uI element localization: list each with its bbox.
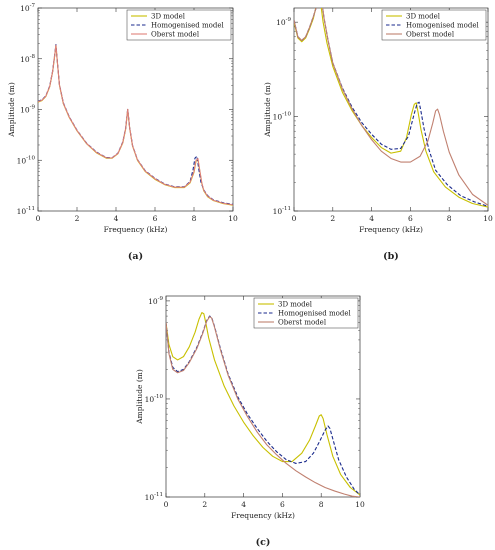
x-tick-label: 2	[75, 214, 80, 223]
x-tick-label: 0	[164, 500, 169, 509]
y-tick-label: 10-10	[273, 112, 292, 122]
y-tick-label: 10-11	[145, 492, 163, 502]
x-tick-label: 10	[228, 214, 238, 223]
series-line-1	[166, 315, 360, 496]
y-tick-label: 10-9	[148, 296, 163, 306]
panel-label: (b)	[383, 251, 399, 262]
x-tick-label: 4	[369, 214, 374, 223]
y-tick-label: 10-11	[273, 206, 291, 216]
x-tick-label: 0	[292, 214, 297, 223]
x-tick-label: 8	[192, 214, 197, 223]
legend-entry: Oberst model	[406, 31, 455, 39]
chart-panel-2: 10-11 10-10 10-9 0 2 4 6 8 10 Frequency (kHz) Ampl…	[135, 295, 365, 548]
x-tick-label: 6	[153, 214, 158, 223]
legend-entry: Oberst model	[151, 31, 200, 39]
series-line-0	[294, 8, 488, 208]
panel-label: (a)	[128, 251, 143, 262]
series-line-0	[166, 312, 360, 496]
legend-entry: Homogenised model	[406, 22, 479, 30]
x-tick-label: 8	[319, 500, 324, 509]
chart-panel-1: 10-11 10-10 10-9 0 2 4 6 8 10 Frequency (kHz) Ampl…	[263, 7, 493, 262]
x-axis-label: Frequency (kHz)	[104, 225, 168, 234]
series-line-2	[38, 44, 233, 206]
y-tick-label: 10-10	[17, 155, 36, 165]
chart-panel-0: 10-11 10-10 10-9 10-8 10-7 0 2 4 6 8 10 Frequency (…	[7, 3, 238, 262]
legend-entry: Oberst model	[278, 319, 327, 327]
y-tick-label: 10-11	[17, 206, 35, 216]
legend-entry: Homogenised model	[278, 310, 351, 318]
x-tick-label: 2	[330, 214, 335, 223]
legend-entry: 3D model	[278, 301, 313, 309]
y-tick-label: 10-9	[20, 105, 35, 115]
x-tick-label: 4	[241, 500, 246, 509]
x-axis-label: Frequency (kHz)	[359, 225, 423, 234]
series-line-2	[166, 316, 360, 497]
legend-entry: Homogenised model	[151, 22, 224, 30]
plot-frame	[165, 295, 361, 498]
y-axis-label: Amplitude (m)	[135, 369, 144, 425]
series-line-2	[294, 8, 488, 206]
x-tick-label: 0	[36, 214, 41, 223]
x-tick-label: 4	[114, 214, 119, 223]
x-axis-label: Frequency (kHz)	[231, 511, 295, 520]
y-tick-label: 10-8	[20, 54, 35, 64]
x-tick-label: 8	[447, 214, 452, 223]
x-tick-label: 2	[202, 500, 207, 509]
x-tick-label: 6	[280, 500, 285, 509]
y-tick-label: 10-10	[145, 394, 164, 404]
y-tick-label: 10-7	[20, 3, 35, 13]
legend-entry: 3D model	[151, 13, 186, 21]
y-tick-label: 10-9	[276, 17, 291, 27]
y-axis-label: Amplitude (m)	[263, 82, 272, 138]
x-tick-label: 10	[355, 500, 365, 509]
panel-label: (c)	[256, 537, 271, 548]
x-tick-label: 6	[408, 214, 413, 223]
legend-entry: 3D model	[406, 13, 441, 21]
x-tick-label: 10	[483, 214, 493, 223]
y-axis-label: Amplitude (m)	[7, 82, 16, 138]
legend-box	[381, 9, 487, 41]
